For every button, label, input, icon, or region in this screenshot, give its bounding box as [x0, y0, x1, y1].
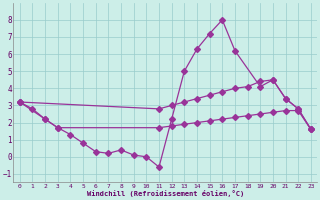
X-axis label: Windchill (Refroidissement éolien,°C): Windchill (Refroidissement éolien,°C) — [87, 190, 244, 197]
